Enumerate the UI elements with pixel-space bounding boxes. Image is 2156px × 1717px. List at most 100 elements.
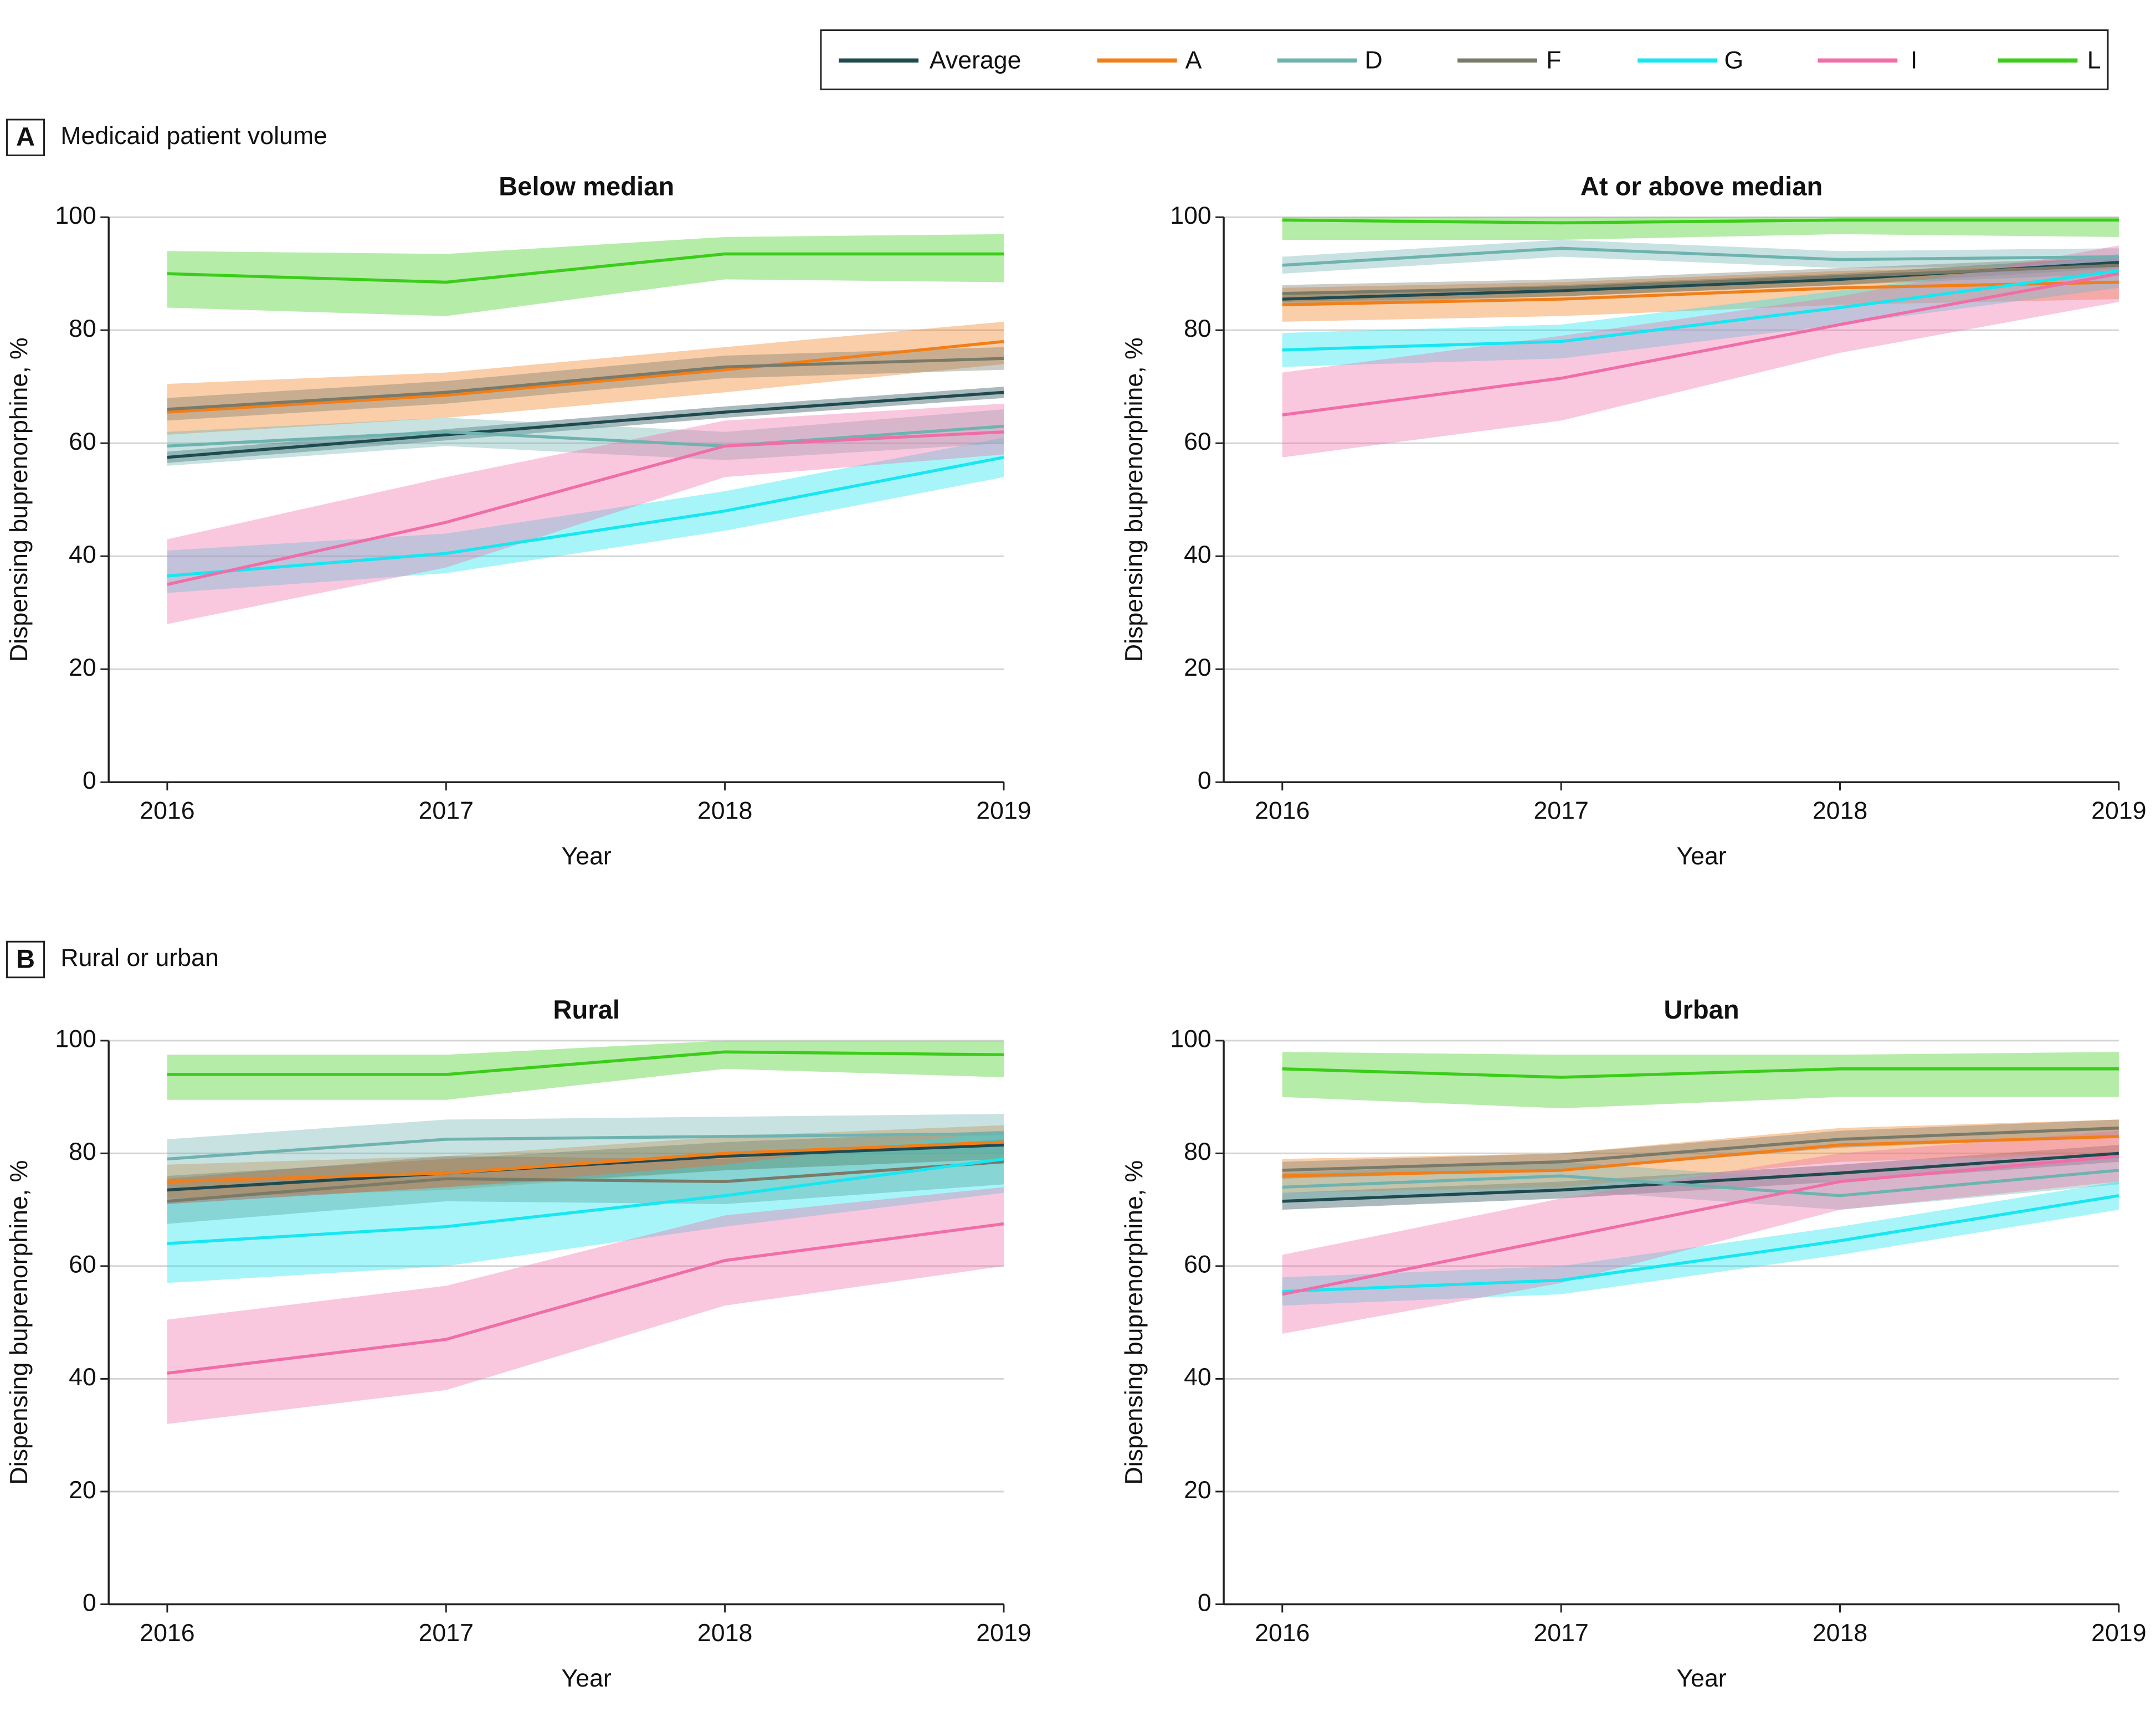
- y-tick-label: 20: [1184, 1477, 1212, 1504]
- y-tick-label: 40: [69, 541, 96, 568]
- series-line: [1282, 1151, 2119, 1203]
- x-tick-label: 2019: [976, 1620, 1031, 1647]
- series-line: [167, 252, 1004, 284]
- x-tick-label: 2018: [697, 798, 752, 825]
- x-tick-label: 2016: [140, 1620, 194, 1647]
- legend-label: Average: [930, 47, 1021, 74]
- y-tick-label: 100: [1170, 202, 1212, 229]
- series-line: [1282, 1126, 2119, 1172]
- series-line: [167, 390, 1004, 459]
- series-line: [1282, 246, 2119, 267]
- section-letter: A: [16, 122, 35, 151]
- y-tick-label: 20: [1184, 654, 1212, 681]
- series-line: [1282, 1169, 2119, 1197]
- y-tick-label: 100: [55, 1026, 96, 1053]
- x-tick-label: 2019: [976, 798, 1031, 825]
- legend-label: F: [1546, 47, 1561, 74]
- x-tick-label: 2018: [697, 1620, 752, 1647]
- y-tick-label: 20: [69, 654, 96, 681]
- legend-label: L: [2087, 47, 2101, 74]
- chart-title: Urban: [1664, 995, 1739, 1024]
- section-title: Medicaid patient volume: [60, 122, 327, 150]
- series-line: [167, 456, 1004, 578]
- y-tick-label: 80: [69, 1138, 96, 1165]
- series-line: [167, 1157, 1004, 1245]
- series-line: [1282, 1154, 2119, 1296]
- legend-label: G: [1724, 47, 1744, 74]
- y-tick-label: 0: [1198, 767, 1212, 794]
- series-line: [167, 424, 1004, 448]
- y-axis-label: Dispensing buprenorphine, %: [6, 337, 33, 662]
- y-tick-label: 60: [69, 428, 96, 455]
- y-tick-label: 0: [83, 767, 96, 794]
- series-line: [1282, 1135, 2119, 1178]
- x-tick-label: 2016: [1255, 798, 1310, 825]
- ci-band: [167, 1130, 1004, 1283]
- series-line: [167, 1160, 1004, 1203]
- y-tick-label: 60: [1184, 428, 1212, 455]
- legend-label: I: [1911, 47, 1917, 74]
- ci-band: [167, 437, 1004, 593]
- x-axis-label: Year: [562, 843, 612, 870]
- y-tick-label: 40: [69, 1364, 96, 1391]
- chart-title: Below median: [499, 171, 674, 201]
- y-tick-label: 20: [69, 1477, 96, 1504]
- y-tick-label: 100: [1170, 1026, 1212, 1053]
- series-line: [1282, 280, 2119, 306]
- y-tick-label: 100: [55, 202, 96, 229]
- y-axis-label: Dispensing buprenorphine, %: [1121, 337, 1148, 662]
- ci-band: [1282, 254, 2119, 367]
- series-line: [167, 430, 1004, 586]
- x-tick-label: 2017: [1533, 798, 1588, 825]
- y-axis-label: Dispensing buprenorphine, %: [1121, 1160, 1148, 1485]
- series-line: [167, 1140, 1004, 1183]
- section-box: [6, 119, 45, 156]
- ci-band: [167, 234, 1004, 316]
- x-tick-label: 2017: [419, 1620, 474, 1647]
- series-line: [167, 1050, 1004, 1076]
- series-line: [1282, 264, 2119, 295]
- ci-band: [1282, 1052, 2119, 1108]
- x-axis-label: Year: [1676, 843, 1726, 870]
- section-box: [6, 940, 45, 979]
- x-tick-label: 2019: [2091, 1620, 2146, 1647]
- x-tick-label: 2018: [1813, 1620, 1867, 1647]
- series-line: [1282, 1194, 2119, 1293]
- chart-title: Rural: [553, 995, 620, 1024]
- y-tick-label: 80: [69, 315, 96, 342]
- ci-band: [167, 1040, 1004, 1100]
- series-line: [1282, 272, 2119, 417]
- y-tick-label: 0: [1198, 1589, 1212, 1616]
- section-letter: B: [16, 944, 35, 973]
- x-axis-label: Year: [562, 1665, 612, 1692]
- series-line: [167, 1222, 1004, 1375]
- ci-band: [1282, 239, 2119, 274]
- series-line: [1282, 269, 2119, 352]
- series-line: [167, 357, 1004, 411]
- x-tick-label: 2016: [1255, 1620, 1310, 1647]
- legend-label: A: [1185, 47, 1202, 74]
- y-tick-label: 40: [1184, 541, 1212, 568]
- ci-band: [1282, 1181, 2119, 1306]
- series-line: [167, 1132, 1004, 1161]
- x-tick-label: 2017: [1533, 1620, 1588, 1647]
- x-axis-label: Year: [1676, 1665, 1726, 1692]
- y-tick-label: 40: [1184, 1364, 1212, 1391]
- chart-title: At or above median: [1580, 171, 1823, 201]
- y-tick-label: 80: [1184, 315, 1212, 342]
- series-line: [1282, 218, 2119, 225]
- x-tick-label: 2017: [419, 798, 474, 825]
- legend-label: D: [1365, 47, 1383, 74]
- section-title: Rural or urban: [60, 944, 218, 971]
- x-tick-label: 2019: [2091, 798, 2146, 825]
- series-line: [167, 340, 1004, 414]
- x-tick-label: 2016: [140, 798, 194, 825]
- y-tick-label: 60: [1184, 1251, 1212, 1278]
- y-tick-label: 60: [69, 1251, 96, 1278]
- series-line: [1282, 1067, 2119, 1079]
- y-axis-label: Dispensing buprenorphine, %: [6, 1160, 33, 1485]
- y-tick-label: 0: [83, 1589, 96, 1616]
- ci-band: [167, 1114, 1004, 1179]
